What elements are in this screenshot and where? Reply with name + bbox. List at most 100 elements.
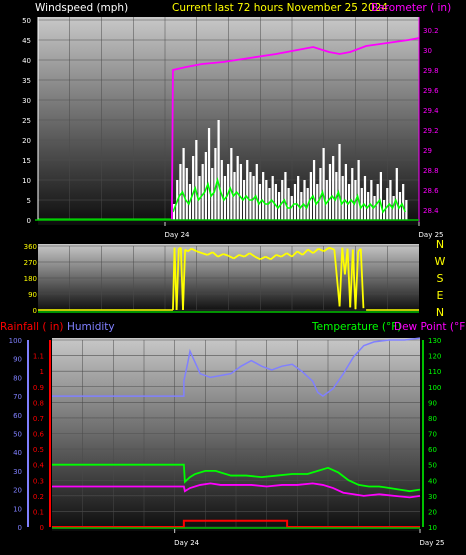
wind-gust-bar: [370, 180, 373, 220]
wind-gust-bar: [402, 184, 405, 220]
wind-gust-bar: [290, 196, 293, 220]
wind-gust-bar: [195, 140, 198, 220]
direction-segment: [243, 252, 251, 258]
wind-gust-bar: [379, 172, 383, 220]
y-tick-label: 29.6: [423, 87, 439, 95]
direction-segment: [291, 250, 298, 258]
y-tick-label: 0.1: [33, 508, 44, 516]
y-tick-label: 45: [22, 37, 31, 45]
direction-segment: [307, 248, 314, 254]
wind-gust-bar: [220, 160, 223, 220]
direction-segment: [354, 251, 360, 310]
compass-label: N: [436, 306, 444, 319]
wind-series: [38, 37, 420, 221]
barometer-line: [170, 37, 420, 221]
wind-gust-bar: [395, 168, 398, 220]
y-tick-label: 30: [423, 47, 432, 55]
y-tick-label: 0.4: [33, 462, 45, 470]
y-tick-label: 60: [13, 412, 22, 420]
wind-gust-bar: [363, 176, 367, 220]
wind-gust-bar: [392, 196, 395, 220]
direction-segment: [184, 248, 189, 253]
wind-gust-bar: [182, 148, 185, 220]
wind-gust-bar: [172, 204, 176, 220]
dewpoint-line: [52, 482, 421, 499]
wind-gust-bar: [207, 128, 211, 220]
wind-gust-bar: [214, 148, 217, 220]
y-tick-label: 270: [24, 259, 37, 267]
y-tick-label: 0.9: [33, 384, 44, 392]
direction-segment: [254, 255, 261, 261]
wind-gust-bar: [281, 180, 284, 220]
y-tick-label: 10: [428, 524, 437, 532]
y-tick-label: 0.2: [33, 493, 44, 501]
wind-gust-bar: [351, 168, 354, 220]
windspeed-title: Windspeed (mph): [35, 2, 128, 14]
wind-gust-bar: [233, 172, 236, 220]
wind-gust-bar: [192, 156, 195, 220]
chart-title: Current last 72 hours November 25 2024: [172, 2, 388, 14]
y-tick-label: 80: [428, 415, 437, 423]
y-tick-label: 120: [428, 353, 441, 361]
wind-gust-bar: [386, 188, 389, 220]
y-tick-label: 50: [13, 431, 22, 439]
y-tick-label: 70: [13, 393, 22, 401]
temperature-line: [52, 463, 421, 493]
direction-segment: [217, 253, 224, 258]
y-tick-label: 70: [428, 431, 437, 439]
y-tick-label: 360: [24, 243, 37, 251]
direction-segment: [222, 253, 229, 257]
direction-segment: [318, 247, 325, 253]
direction-segment: [301, 248, 309, 256]
y-tick-label: 130: [428, 337, 441, 345]
x-tick-label: Day 24: [165, 231, 191, 239]
y-tick-label: 40: [428, 477, 437, 485]
y-tick-label: 90: [13, 356, 22, 364]
y-tick-label: 100: [428, 384, 441, 392]
direction-segment: [359, 248, 365, 309]
wind-gust-bar: [344, 164, 348, 220]
y-tick-label: 29.8: [423, 67, 439, 75]
y-tick-label: 0: [40, 524, 44, 532]
wind-gust-bar: [389, 180, 392, 220]
y-tick-label: 28.4: [423, 207, 439, 215]
y-tick-label: 100: [9, 337, 22, 345]
wind-gust-bar: [405, 200, 408, 220]
wind-gust-bar: [255, 164, 258, 220]
y-tick-label: 1.1: [33, 353, 44, 361]
compass-label: S: [437, 272, 444, 285]
wind-axes: 0 5 10 15 20 25 30 35 40 45 50 28.4 28.6 28.8 29 29.2 29…: [22, 17, 443, 239]
y-tick-label: 0.7: [33, 415, 44, 423]
barometer-title: Barometer ( in): [371, 2, 451, 14]
direction-segment: [191, 247, 198, 253]
y-tick-label: 80: [13, 374, 22, 382]
wind-gust-bar: [319, 168, 322, 220]
direction-segment: [238, 254, 245, 258]
humidity-line: [52, 337, 421, 398]
rainfall-title: Rainfall ( in): [0, 321, 63, 333]
wind-gust-bar: [179, 164, 182, 220]
wind-gust-bar: [268, 188, 271, 220]
y-tick-label: 20: [22, 137, 31, 145]
direction-segment: [286, 252, 293, 258]
wind-gust-bar: [217, 120, 220, 220]
y-tick-label: 15: [22, 157, 31, 165]
y-tick-label: 110: [428, 368, 441, 376]
dewpoint-title: Dew Point (°F): [394, 321, 466, 333]
y-tick-label: 35: [22, 77, 31, 85]
wind-gust-bar: [373, 196, 376, 220]
wind-gust-bar: [284, 172, 287, 220]
y-tick-label: 0.6: [33, 431, 45, 439]
direction-segment: [275, 254, 282, 258]
wind-gust-bar: [271, 176, 274, 220]
y-tick-label: 0.3: [33, 477, 44, 485]
y-tick-label: 30: [428, 493, 437, 501]
wind-gust-bar: [249, 172, 252, 220]
y-tick-label: 180: [24, 275, 37, 283]
wind-gust-bar: [239, 164, 242, 220]
direction-segment: [280, 252, 288, 258]
y-tick-label: 20: [13, 487, 22, 495]
y-tick-label: 10: [13, 505, 22, 513]
direction-segment: [328, 246, 335, 251]
compass-label: W: [435, 255, 446, 268]
